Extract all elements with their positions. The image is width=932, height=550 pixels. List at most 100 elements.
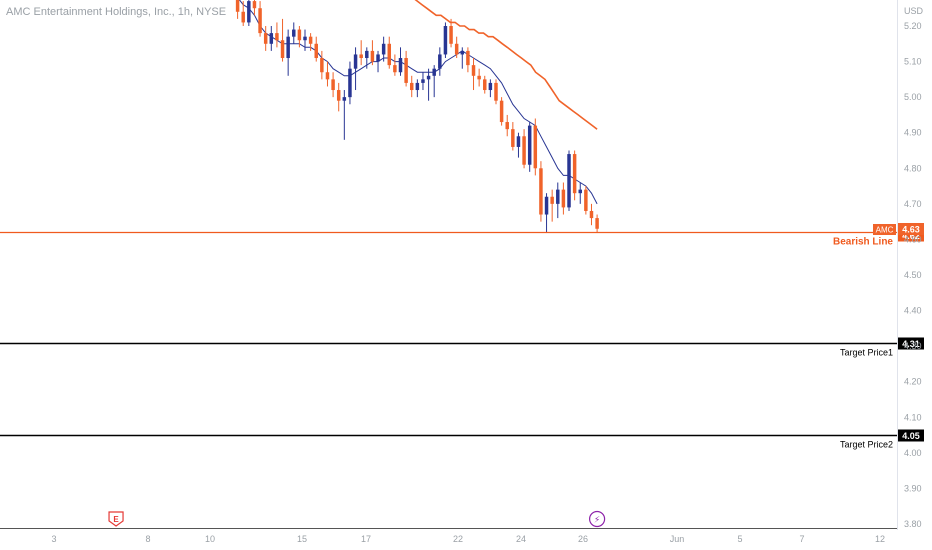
candle <box>336 82 341 112</box>
y-tick-label: 4.40 <box>904 306 922 316</box>
candle-body <box>589 210 594 219</box>
x-tick-label: 10 <box>205 534 215 544</box>
candle <box>314 36 318 62</box>
candle-body <box>370 50 375 62</box>
candle <box>381 36 386 62</box>
candle <box>370 40 375 66</box>
symbol-badge <box>873 224 896 235</box>
candle-body <box>471 65 476 76</box>
candle <box>505 114 509 137</box>
candle <box>409 75 414 98</box>
candle <box>275 22 279 48</box>
y-tick-label: 4.70 <box>904 199 922 209</box>
level-name-label: Target Price1 <box>840 348 893 358</box>
time-axis[interactable]: 3 8 10 15 17 22 24 26 Jun 5 7 12 <box>51 534 885 544</box>
y-tick-label: 5.00 <box>904 92 922 102</box>
y-tick-label: 4.90 <box>904 128 922 138</box>
x-tick-label: 15 <box>297 534 307 544</box>
candle <box>443 22 448 59</box>
x-tick-label: 7 <box>799 534 804 544</box>
x-tick-label: 22 <box>453 534 463 544</box>
candle-body <box>387 43 392 66</box>
candle-body <box>477 75 481 80</box>
candle <box>353 47 358 91</box>
candle-body <box>275 33 279 41</box>
candle <box>578 182 582 204</box>
candle <box>438 47 442 76</box>
candle <box>539 161 543 222</box>
last-price-badge <box>898 223 924 235</box>
candle-body <box>460 50 465 55</box>
candle-body <box>258 8 262 34</box>
candle-body <box>511 129 515 147</box>
candle-body <box>393 65 397 73</box>
candle <box>376 50 380 73</box>
candle <box>561 182 566 215</box>
candle-body <box>381 43 386 55</box>
ema-lines <box>238 0 598 205</box>
level-value-badge <box>898 337 924 350</box>
candle-body <box>595 218 599 229</box>
candle-body <box>426 75 431 80</box>
currency-label: USD <box>904 6 924 16</box>
candle <box>488 79 493 98</box>
candle <box>572 150 577 201</box>
candle <box>460 47 465 69</box>
candle-body <box>466 50 470 66</box>
candle-body <box>280 40 285 59</box>
candle-body <box>584 189 588 211</box>
earnings-icon-shape <box>108 511 124 527</box>
candle-body <box>348 68 352 98</box>
candle-body <box>263 33 268 44</box>
candle-body <box>308 36 313 44</box>
candle-body <box>421 79 425 83</box>
last-price-label: 4.63 <box>902 225 920 235</box>
candle-body <box>353 54 358 69</box>
candle-body <box>533 125 538 169</box>
price-axis[interactable]: 5.20 5.10 5.00 4.90 4.80 4.70 4.60 4.50 4.40 4.30… <box>904 21 922 529</box>
candle-body <box>235 0 240 12</box>
candle <box>320 50 324 80</box>
event-markers: E ⚡ <box>108 510 606 528</box>
candle-body <box>561 189 566 208</box>
candle <box>477 68 481 87</box>
candle <box>584 186 588 215</box>
candle-body <box>314 43 318 59</box>
y-tick-label: 5.20 <box>904 21 922 31</box>
y-tick-label: 5.10 <box>904 57 922 67</box>
x-tick-label: 3 <box>51 534 56 544</box>
candle-body <box>376 54 380 62</box>
candle <box>241 1 245 26</box>
candle-body <box>449 26 453 44</box>
level-value-label: 4.31 <box>902 339 920 349</box>
level-value-label: 4.62 <box>902 231 920 241</box>
x-tick-label: 12 <box>875 534 885 544</box>
candle <box>258 1 262 37</box>
candle <box>404 50 408 87</box>
candle <box>252 0 257 16</box>
candle <box>511 122 515 151</box>
candle-body <box>539 168 543 215</box>
candle <box>286 29 290 76</box>
candle <box>494 79 498 105</box>
candle <box>589 203 594 226</box>
earnings-icon[interactable]: E <box>108 511 124 527</box>
candle <box>398 47 403 76</box>
candles <box>235 0 599 233</box>
candle-body <box>409 82 414 91</box>
candle <box>235 0 240 19</box>
candle-body <box>578 189 582 194</box>
candle-body <box>544 196 549 215</box>
x-tick-label: 24 <box>516 534 526 544</box>
level-name-label: Target Price2 <box>840 440 893 450</box>
candle-body <box>499 100 504 123</box>
dividend-split-icon[interactable]: ⚡ <box>588 510 606 528</box>
horizontal-levels: 4.62 Bearish Line 4.31 Target Price1 4.05 Tar… <box>0 223 924 450</box>
candle <box>533 118 538 176</box>
candle-body <box>303 36 307 41</box>
earnings-icon-letter: E <box>113 515 119 524</box>
candle <box>292 22 296 44</box>
candle-body <box>269 33 274 44</box>
candle-body <box>567 154 571 208</box>
